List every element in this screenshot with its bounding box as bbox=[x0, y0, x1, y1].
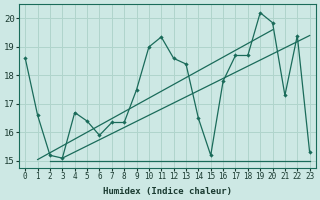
X-axis label: Humidex (Indice chaleur): Humidex (Indice chaleur) bbox=[103, 187, 232, 196]
